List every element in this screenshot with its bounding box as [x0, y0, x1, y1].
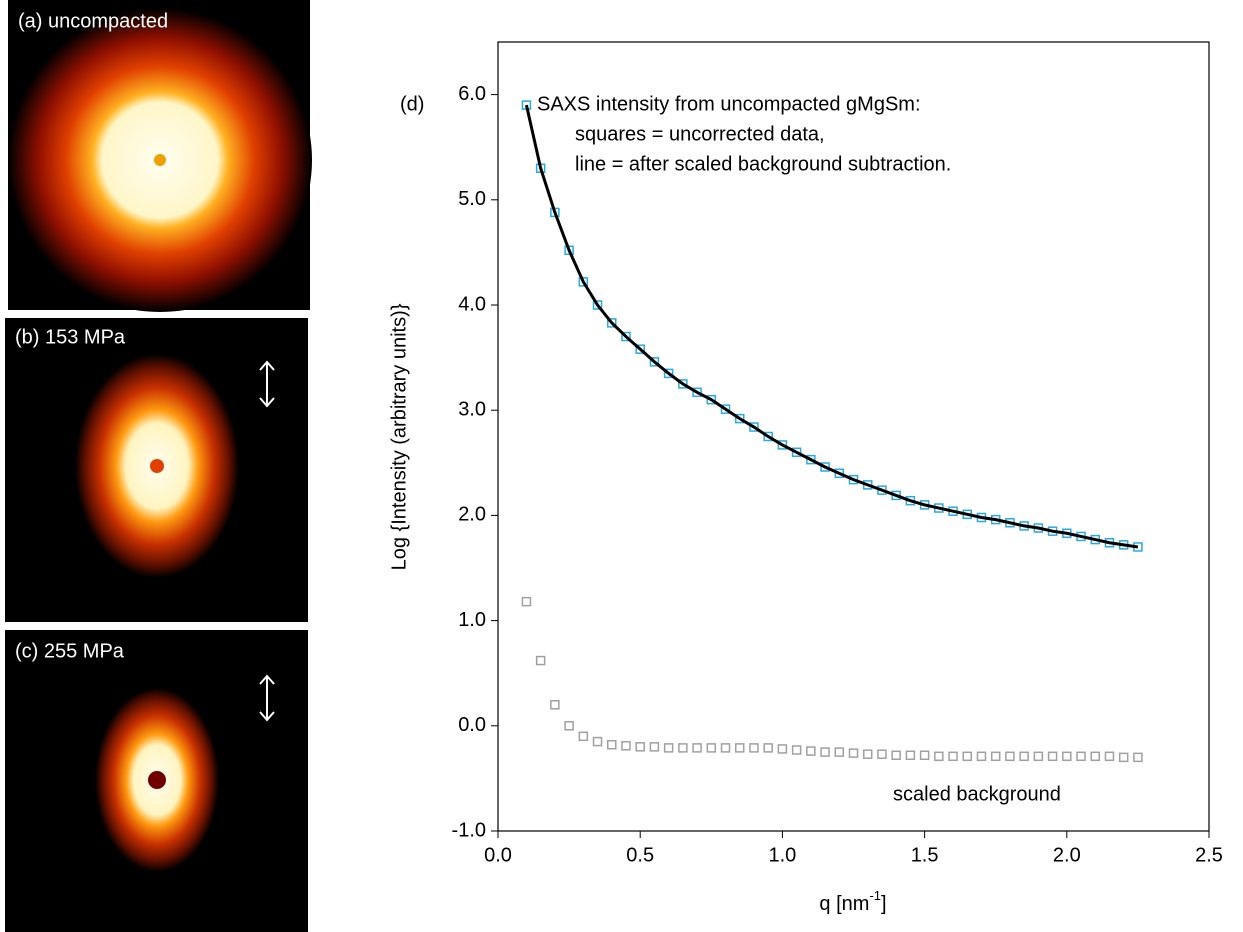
square-marker	[621, 741, 631, 751]
square-marker	[1005, 751, 1015, 762]
square-marker	[1019, 751, 1029, 762]
square-marker	[592, 300, 603, 310]
square-marker	[905, 750, 916, 761]
square-marker	[948, 751, 958, 762]
square-marker	[521, 596, 532, 607]
square-marker	[990, 751, 1001, 762]
square-marker	[777, 440, 788, 450]
x-tick-label: 2.0	[1053, 844, 1081, 866]
square-marker	[607, 739, 617, 750]
x-axis-label-sup: -1	[869, 888, 881, 903]
square-marker	[692, 743, 702, 753]
x-tick-label: 0.5	[626, 844, 654, 866]
panel-b: (b) 153 MPa	[5, 318, 308, 622]
square-marker	[806, 746, 816, 756]
square-marker	[891, 750, 901, 761]
x-tick-label: 1.0	[768, 844, 796, 866]
square-marker	[934, 751, 944, 762]
square-marker	[848, 748, 859, 758]
panel-label: (c) 255 MPa	[15, 640, 125, 662]
y-tick-label: 2.0	[458, 504, 486, 526]
panel-label: (d)	[400, 93, 424, 115]
square-marker	[763, 431, 773, 442]
square-marker	[578, 731, 589, 742]
x-axis-label-part: ]	[881, 893, 887, 915]
y-tick-label: 4.0	[458, 293, 486, 315]
square-marker	[962, 751, 973, 762]
square-marker	[678, 379, 688, 389]
square-marker	[720, 743, 731, 753]
square-marker	[734, 413, 745, 424]
square-marker	[692, 387, 702, 398]
panel-a: (a) uncompacted	[8, 0, 312, 312]
annotation: SAXS intensity from uncompacted gMgSm:	[537, 93, 921, 115]
square-marker	[621, 331, 631, 342]
square-marker	[1118, 752, 1129, 763]
square-marker	[976, 751, 987, 762]
square-marker	[720, 404, 731, 414]
square-marker	[877, 749, 887, 759]
square-marker	[635, 344, 645, 354]
annotation: squares = uncorrected data,	[575, 123, 825, 145]
square-marker	[678, 743, 688, 753]
square-marker	[607, 318, 617, 328]
square-marker	[763, 743, 773, 753]
annotation: scaled background	[893, 783, 1061, 805]
square-marker	[734, 743, 745, 753]
square-marker	[791, 447, 802, 458]
square-marker	[820, 747, 830, 757]
square-marker	[1090, 751, 1100, 762]
panel-label: (b) 153 MPa	[15, 326, 126, 348]
square-marker	[663, 743, 674, 753]
panel-label: (a) uncompacted	[18, 10, 168, 32]
square-marker	[635, 742, 645, 752]
x-axis-label: q [nm-1]	[819, 888, 886, 915]
square-marker	[791, 745, 802, 755]
square-marker	[649, 357, 660, 367]
y-tick-label: 3.0	[458, 398, 486, 420]
square-marker	[1076, 751, 1086, 762]
y-tick-label: 1.0	[458, 609, 486, 631]
square-marker	[919, 750, 930, 761]
square-marker	[706, 743, 717, 753]
line	[524, 104, 1139, 549]
chart: (d) SAXS intensity from uncompacted gMgS…	[388, 41, 1223, 915]
x-tick-label: 0.0	[484, 844, 512, 866]
square-marker	[1047, 751, 1058, 762]
y-tick-label: 6.0	[458, 83, 486, 105]
square-marker	[564, 721, 574, 731]
plot-frame	[497, 41, 1210, 832]
y-tick-label: 5.0	[458, 188, 486, 210]
square-marker	[834, 747, 845, 757]
square-marker	[820, 462, 830, 472]
square-marker	[535, 655, 546, 666]
square-marker	[706, 394, 717, 405]
square-marker	[862, 749, 873, 759]
x-axis-label-part: q [nm	[819, 893, 869, 915]
square-marker	[806, 454, 816, 465]
square-marker	[1133, 752, 1143, 763]
square-marker	[749, 422, 759, 432]
square-marker	[777, 744, 788, 754]
x-tick-label: 2.5	[1195, 844, 1223, 866]
square-marker	[663, 368, 674, 379]
square-marker	[592, 736, 603, 747]
y-tick-label: -1.0	[452, 819, 486, 841]
annotation: line = after scaled background subtracti…	[575, 153, 951, 175]
panel-c: (c) 255 MPa	[5, 630, 308, 932]
square-marker	[834, 468, 845, 479]
square-marker	[578, 277, 589, 287]
square-marker	[1033, 751, 1044, 762]
square-marker	[1104, 751, 1115, 762]
square-marker	[749, 743, 759, 753]
y-tick-label: 0.0	[458, 714, 486, 736]
square-marker	[1062, 751, 1072, 762]
square-marker	[649, 742, 660, 752]
square-marker	[550, 700, 560, 710]
y-axis-label: Log {Intensity (arbitrary units)}	[388, 303, 410, 570]
x-tick-label: 1.5	[911, 844, 939, 866]
